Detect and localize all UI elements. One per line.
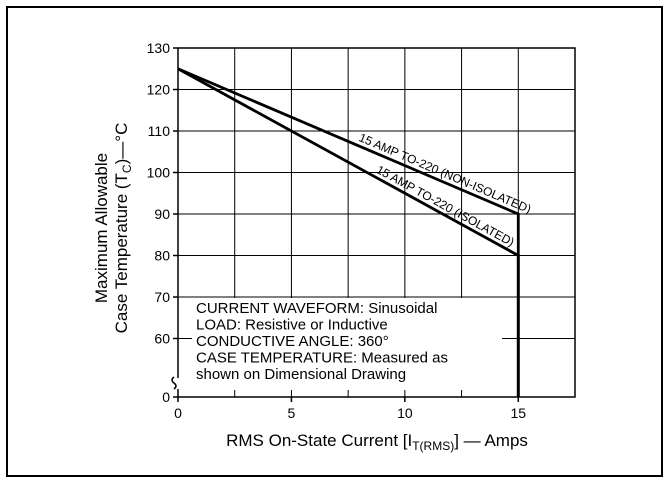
- tick-labels: 0 5 10 15 0 60 70 80 90 100 110 120 130: [147, 40, 527, 421]
- y-tick-label-100: 100: [147, 165, 171, 181]
- notes-box: [192, 298, 502, 390]
- x-tick-label-5: 5: [288, 405, 296, 421]
- axes: [171, 47, 576, 398]
- axis-break-gap: [172, 378, 184, 389]
- axis-break-symbol: [171, 376, 177, 390]
- note-line-2: CONDUCTIVE ANGLE: 360°: [196, 333, 389, 350]
- note-line-3: CASE TEMPERATURE: Measured as: [196, 350, 448, 367]
- chart-frame: [6, 6, 663, 477]
- y-tick-label-0: 0: [162, 389, 170, 405]
- y-tick-label-110: 110: [148, 123, 171, 139]
- x-tick-label-15: 15: [510, 405, 526, 421]
- y-tick-label-60: 60: [154, 331, 170, 347]
- note-line-4: shown on Dimensional Drawing: [196, 366, 406, 383]
- x-axis-label: RMS On-State Current [IT(RMS)] — Amps: [226, 431, 528, 453]
- note-line-0: CURRENT WAVEFORM: Sinusoidal: [196, 300, 437, 317]
- x-tick-label-10: 10: [397, 405, 413, 421]
- series-line-1: [177, 67, 520, 397]
- note-line-1: LOAD: Resistive or Inductive: [196, 317, 388, 334]
- x-tick-label-0: 0: [174, 405, 182, 421]
- y-tick-label-120: 120: [147, 82, 171, 98]
- y-tick-label-130: 130: [147, 40, 171, 56]
- y-axis-label-line2: Case Temperature (TC)—°C: [112, 123, 134, 334]
- notes-background: [192, 298, 502, 390]
- y-tick-label-90: 90: [154, 206, 170, 222]
- plot-border: [177, 47, 576, 398]
- y-tick-label-70: 70: [154, 289, 170, 305]
- y-tick-label-80: 80: [154, 248, 170, 264]
- y-axis-label-line1: Maximum Allowable: [92, 153, 111, 303]
